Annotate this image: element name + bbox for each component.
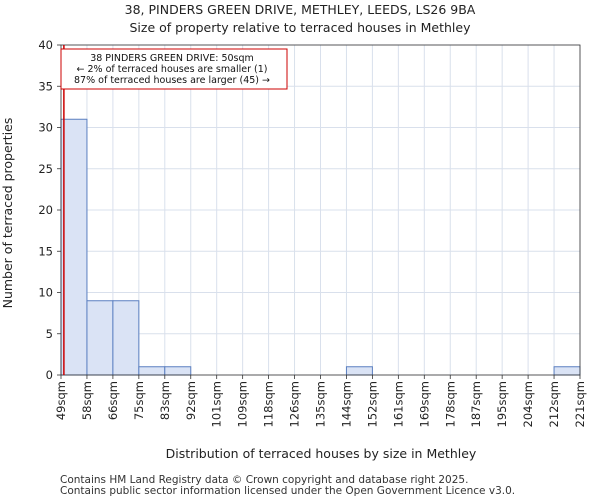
y-tick-label: 20 (38, 203, 53, 217)
x-tick-label-152sqm: 152sqm (365, 381, 379, 427)
annotation-line-2: ← 2% of terraced houses are smaller (1) (77, 64, 268, 75)
x-tick-label-204sqm: 204sqm (521, 381, 535, 427)
y-tick-label: 30 (38, 121, 53, 135)
bar-144sqm (345, 366, 373, 376)
y-tick-label: 15 (38, 244, 53, 258)
x-tick-label-221sqm: 221sqm (573, 381, 587, 427)
chart-subtitle: Size of property relative to terraced ho… (130, 20, 472, 35)
property-annotation: 38 PINDERS GREEN DRIVE: 50sqm ← 2% of te… (60, 48, 288, 90)
x-axis-ticks: 49sqm 58sqm 66sqm 75sqm 83sqm 92sqm 101sqm 109s… (54, 375, 587, 427)
y-tick-label: 35 (38, 79, 53, 93)
footer-line-2: Contains public sector information licen… (60, 485, 515, 497)
y-tick-label: 10 (38, 286, 53, 300)
annotation-box (60, 48, 288, 90)
y-tick-label: 25 (38, 162, 53, 176)
x-tick-label-66sqm: 66sqm (106, 381, 120, 420)
x-tick-label-126sqm: 126sqm (288, 381, 302, 427)
x-tick-label-58sqm: 58sqm (80, 381, 94, 420)
x-tick-label-169sqm: 169sqm (417, 381, 431, 427)
bar-49sqm (60, 118, 88, 376)
y-tick-label: 5 (46, 327, 53, 341)
footer-line-1: Contains HM Land Registry data © Crown c… (60, 474, 468, 486)
bars (60, 118, 581, 376)
x-tick-label-135sqm: 135sqm (314, 381, 328, 427)
x-tick-label-161sqm: 161sqm (391, 381, 405, 427)
x-tick-label-118sqm: 118sqm (262, 381, 276, 427)
x-tick-label-178sqm: 178sqm (443, 381, 457, 427)
x-tick-label-83sqm: 83sqm (158, 381, 172, 420)
x-tick-label-75sqm: 75sqm (132, 381, 146, 420)
x-tick-label-195sqm: 195sqm (495, 381, 509, 427)
bar-83sqm (164, 366, 192, 376)
x-tick-label-92sqm: 92sqm (184, 381, 198, 420)
x-tick-label-49sqm: 49sqm (54, 381, 68, 420)
x-axis-label: Distribution of terraced houses by size … (166, 446, 477, 461)
y-axis-ticks: 0 5 10 15 20 25 30 35 40 (38, 38, 61, 382)
y-axis-label: Number of terraced properties (0, 118, 15, 309)
bar-75sqm (138, 366, 166, 376)
chart-title: 38, PINDERS GREEN DRIVE, METHLEY, LEEDS,… (125, 2, 476, 17)
bar-66sqm (112, 300, 140, 376)
bar-58sqm (86, 300, 114, 376)
y-tick-label: 40 (38, 38, 53, 52)
x-tick-label-212sqm: 212sqm (547, 381, 561, 427)
bar-212sqm (553, 366, 581, 376)
y-tick-label: 0 (46, 368, 53, 382)
x-tick-label-109sqm: 109sqm (236, 381, 250, 427)
annotation-line-1: 38 PINDERS GREEN DRIVE: 50sqm (90, 53, 254, 64)
x-tick-label-187sqm: 187sqm (469, 381, 483, 427)
annotation-line-3: 87% of terraced houses are larger (45) → (74, 75, 270, 86)
x-tick-label-144sqm: 144sqm (339, 381, 353, 427)
x-tick-label-101sqm: 101sqm (210, 381, 224, 427)
